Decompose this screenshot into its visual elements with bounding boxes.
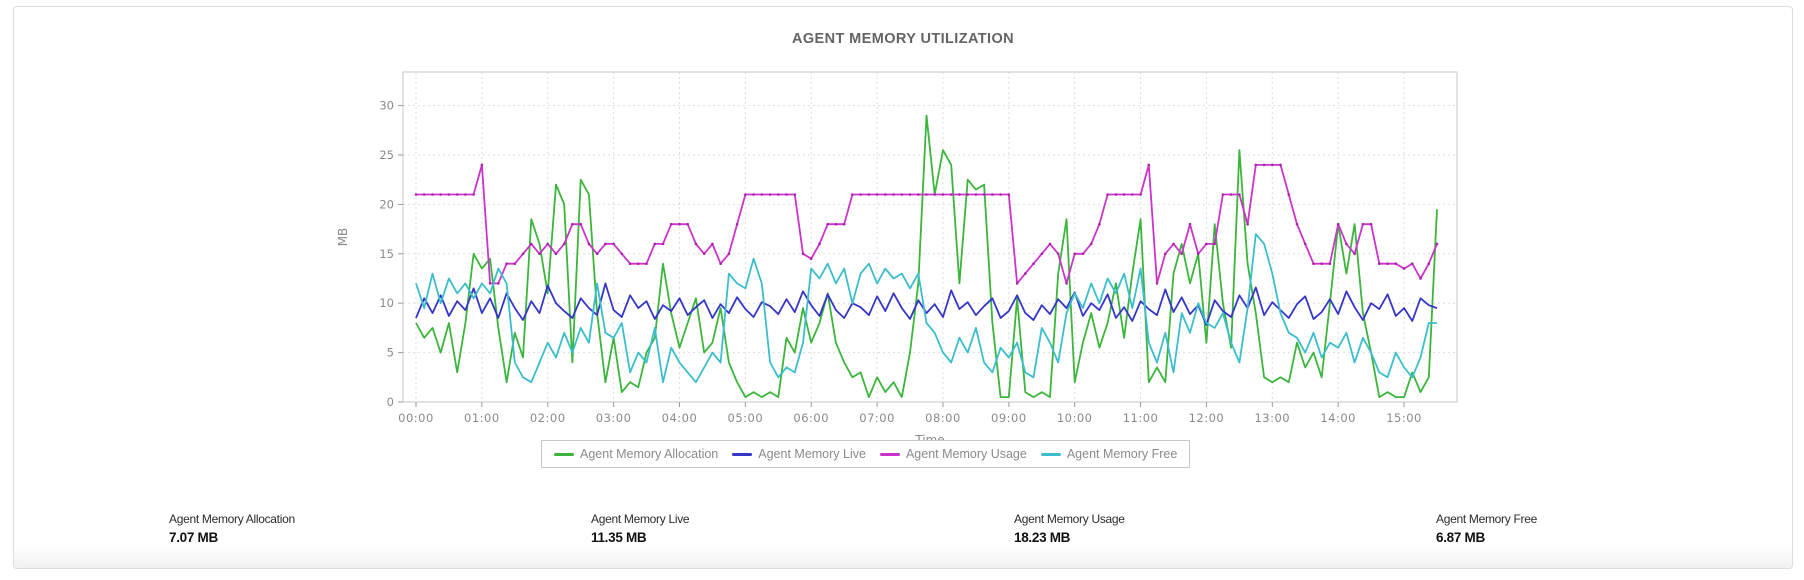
legend-label: Agent Memory Usage bbox=[905, 447, 1027, 461]
legend-item-free[interactable]: Agent Memory Free bbox=[1040, 447, 1178, 461]
svg-text:12:00: 12:00 bbox=[1189, 411, 1225, 425]
summary-value: 6.87 MB bbox=[1436, 530, 1485, 545]
svg-text:14:00: 14:00 bbox=[1320, 411, 1356, 425]
chart-legend: Agent Memory Allocation Agent Memory Liv… bbox=[541, 440, 1191, 468]
legend-item-usage[interactable]: Agent Memory Usage bbox=[879, 447, 1027, 461]
chart-area[interactable]: 0 5 10 15 20 25 30 00:00 01:00 02:00 03:00 04:00 05:… bbox=[331, 59, 1476, 447]
svg-text:07:00: 07:00 bbox=[859, 411, 895, 425]
summary-value: 18.23 MB bbox=[1014, 530, 1071, 545]
svg-text:13:00: 13:00 bbox=[1254, 411, 1290, 425]
summary-label: Agent Memory Usage bbox=[1014, 512, 1125, 526]
svg-text:10:00: 10:00 bbox=[1057, 411, 1093, 425]
free-line-swatch bbox=[1040, 452, 1061, 456]
svg-text:02:00: 02:00 bbox=[530, 411, 566, 425]
legend-label: Agent Memory Allocation bbox=[580, 447, 719, 461]
chart-title: AGENT MEMORY UTILIZATION bbox=[792, 31, 1014, 47]
svg-text:10: 10 bbox=[379, 296, 394, 310]
summary-usage: Agent Memory Usage 18.23 MB bbox=[1014, 512, 1414, 545]
svg-text:11:00: 11:00 bbox=[1123, 411, 1159, 425]
svg-text:05:00: 05:00 bbox=[728, 411, 764, 425]
legend-item-live[interactable]: Agent Memory Live bbox=[732, 447, 866, 461]
summary-allocation: Agent Memory Allocation 7.07 MB bbox=[169, 512, 569, 545]
summary-row: Agent Memory Allocation 7.07 MB Agent Me… bbox=[14, 512, 1792, 562]
summary-free: Agent Memory Free 6.87 MB bbox=[1436, 512, 1804, 545]
svg-text:06:00: 06:00 bbox=[793, 411, 829, 425]
svg-text:30: 30 bbox=[379, 99, 394, 113]
chart-card: AGENT MEMORY UTILIZATION 0 5 10 15 20 25 30 00:… bbox=[13, 6, 1793, 569]
svg-text:0: 0 bbox=[387, 395, 394, 409]
svg-text:25: 25 bbox=[379, 148, 394, 162]
summary-live: Agent Memory Live 11.35 MB bbox=[591, 512, 991, 545]
svg-text:00:00: 00:00 bbox=[398, 411, 434, 425]
svg-text:5: 5 bbox=[387, 346, 394, 360]
legend-label: Agent Memory Free bbox=[1066, 447, 1178, 461]
legend-label: Agent Memory Live bbox=[758, 447, 866, 461]
svg-text:15:00: 15:00 bbox=[1386, 411, 1422, 425]
svg-text:15: 15 bbox=[379, 247, 394, 261]
allocation-line-swatch bbox=[554, 452, 574, 456]
svg-text:01:00: 01:00 bbox=[464, 411, 500, 425]
summary-label: Agent Memory Allocation bbox=[169, 512, 295, 526]
summary-value: 11.35 MB bbox=[591, 530, 647, 545]
svg-text:MB: MB bbox=[336, 228, 350, 247]
memory-utilization-chart[interactable]: 0 5 10 15 20 25 30 00:00 01:00 02:00 03:00 04:00 05:… bbox=[331, 59, 1476, 447]
summary-label: Agent Memory Live bbox=[591, 512, 690, 526]
usage-line-swatch bbox=[879, 452, 900, 456]
svg-text:20: 20 bbox=[379, 197, 394, 211]
svg-text:08:00: 08:00 bbox=[925, 411, 961, 425]
live-line-swatch bbox=[732, 452, 753, 456]
svg-text:09:00: 09:00 bbox=[991, 411, 1027, 425]
svg-text:03:00: 03:00 bbox=[596, 411, 632, 425]
summary-value: 7.07 MB bbox=[169, 530, 218, 545]
summary-label: Agent Memory Free bbox=[1436, 512, 1537, 526]
svg-text:04:00: 04:00 bbox=[662, 411, 698, 425]
legend-item-allocation[interactable]: Agent Memory Allocation bbox=[554, 447, 718, 461]
